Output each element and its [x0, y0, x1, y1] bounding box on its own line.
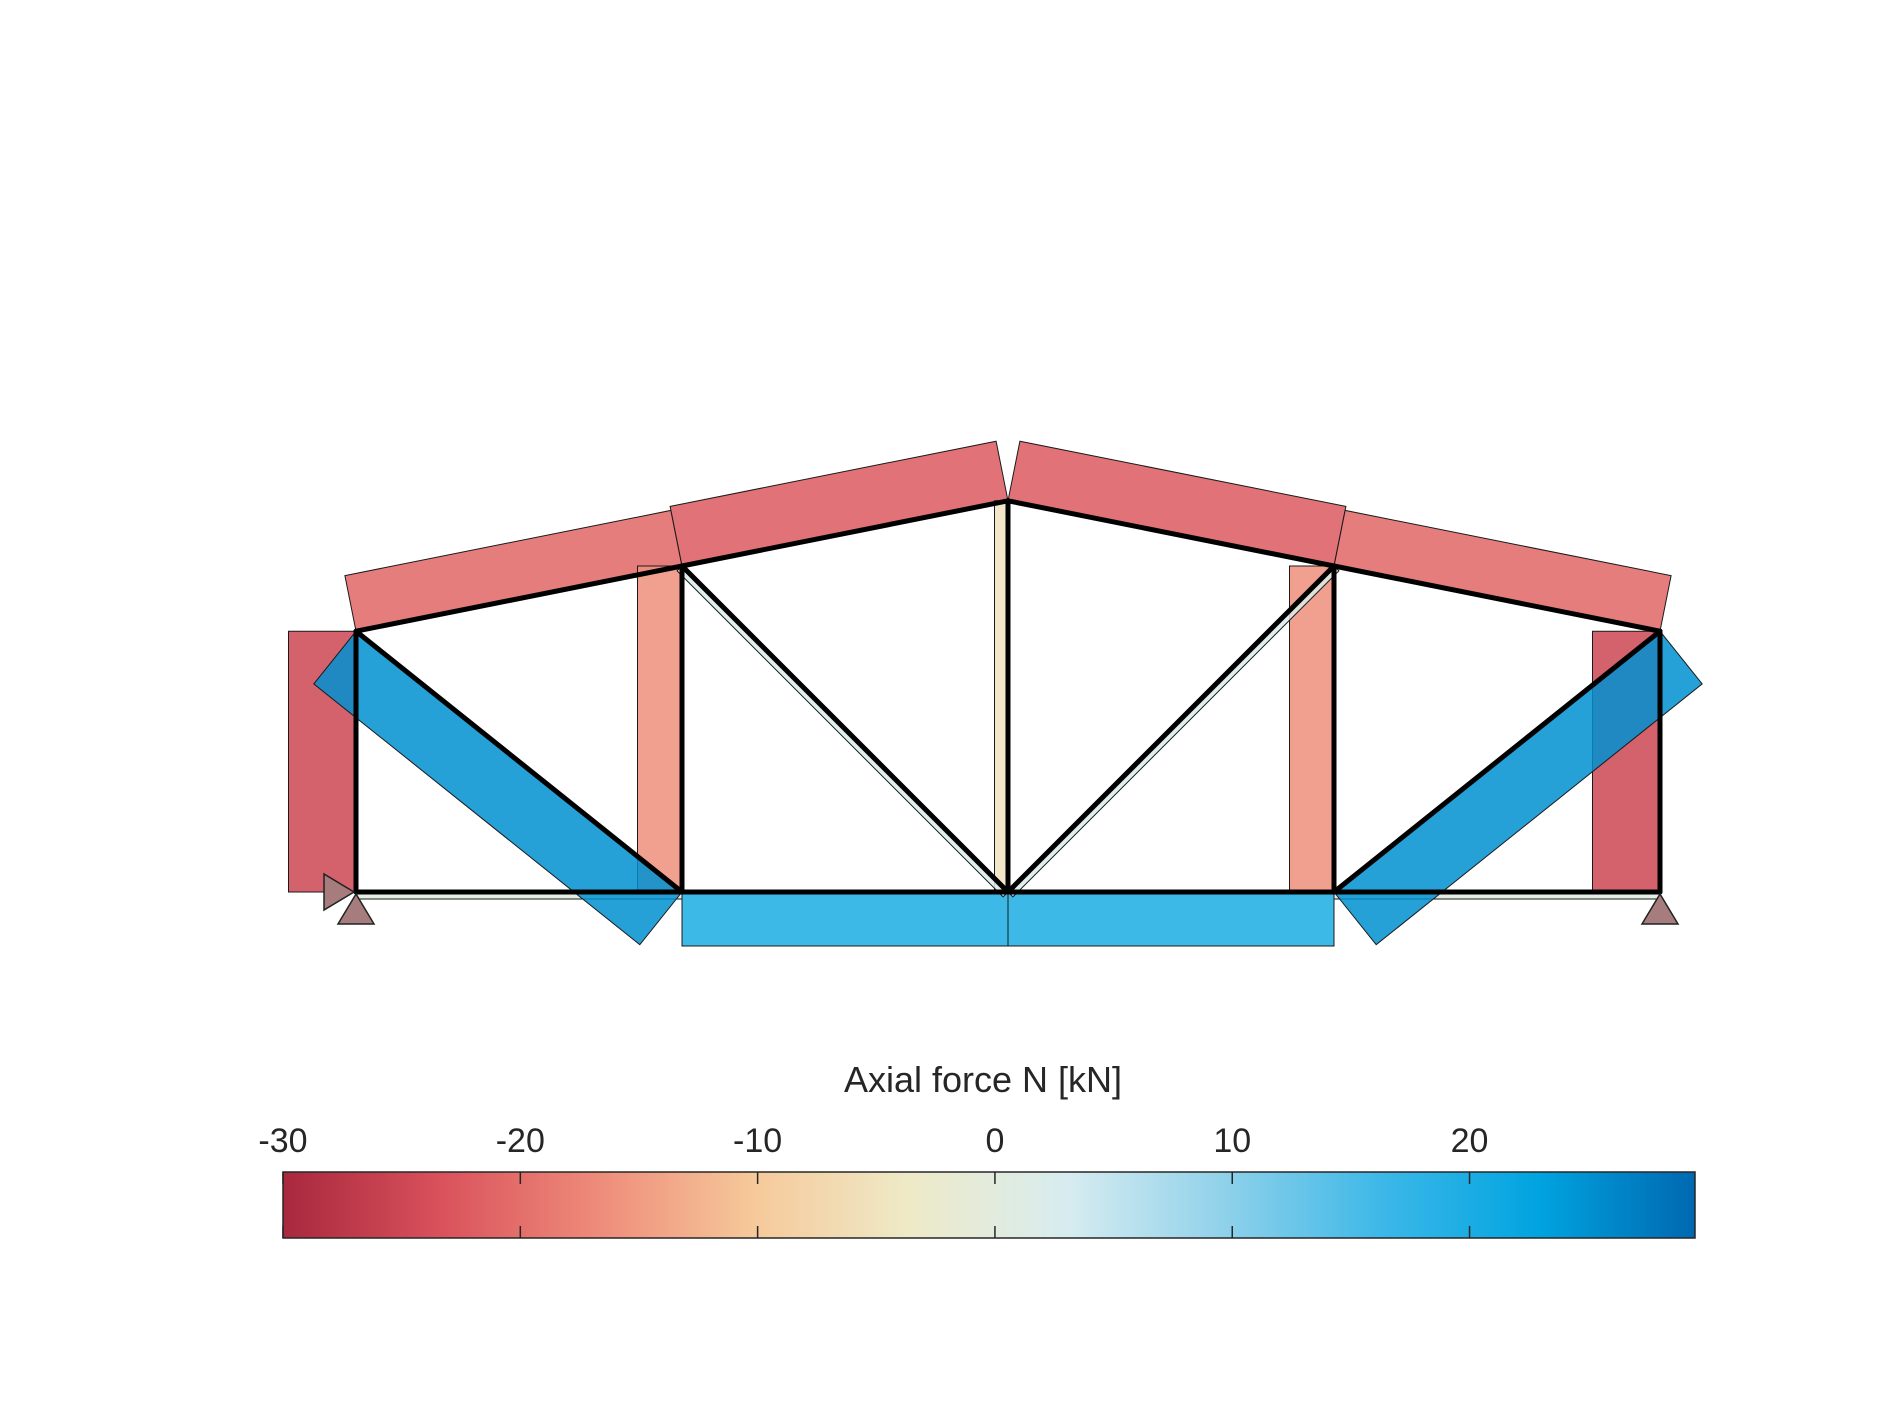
axial-force-band-6 — [669, 440, 1009, 567]
colorbar-tick-label: 10 — [1213, 1122, 1251, 1160]
pin-support-icon — [336, 892, 376, 925]
roller-support-icon — [1640, 892, 1680, 925]
axial-force-band-5 — [344, 509, 683, 632]
axial-force-band-15 — [676, 565, 1009, 898]
truss-member-7 — [1005, 498, 1337, 569]
colorbar-tick-label: 20 — [1451, 1122, 1489, 1160]
truss-member-14 — [353, 628, 685, 895]
colorbar-tick-label: 0 — [985, 1122, 1004, 1160]
colorbar-tick-label: -10 — [733, 1122, 782, 1160]
axial-force-diagram — [288, 440, 1703, 947]
axial-force-band-2 — [681, 891, 1009, 947]
axial-force-band-10 — [637, 565, 683, 893]
axial-force-band-7 — [1007, 440, 1347, 567]
colorbar-title: Axial force N [kN] — [844, 1059, 1122, 1100]
truss-member-17 — [1331, 628, 1663, 895]
axial-force-band-12 — [1289, 565, 1335, 893]
truss-member-16 — [1005, 563, 1337, 895]
axial-force-band-3 — [1007, 891, 1335, 947]
colorbar-tick-label: -20 — [496, 1122, 545, 1160]
axial-force-band-8 — [1333, 509, 1672, 632]
truss-members — [353, 498, 1663, 895]
supports — [323, 872, 1680, 925]
colorbar-gradient — [282, 1171, 1696, 1239]
truss-member-5 — [353, 563, 685, 634]
truss-member-15 — [679, 563, 1011, 895]
truss-member-8 — [1331, 563, 1663, 634]
colorbar: Axial force N [kN] -30 -20 -10 0 10 20 — [258, 1059, 1696, 1239]
horizontal-restraint-icon — [323, 872, 356, 912]
colorbar-ticks: -30 -20 -10 0 10 20 — [258, 1122, 1488, 1238]
colorbar-tick-label: -30 — [258, 1122, 307, 1160]
truss-member-6 — [679, 498, 1011, 569]
